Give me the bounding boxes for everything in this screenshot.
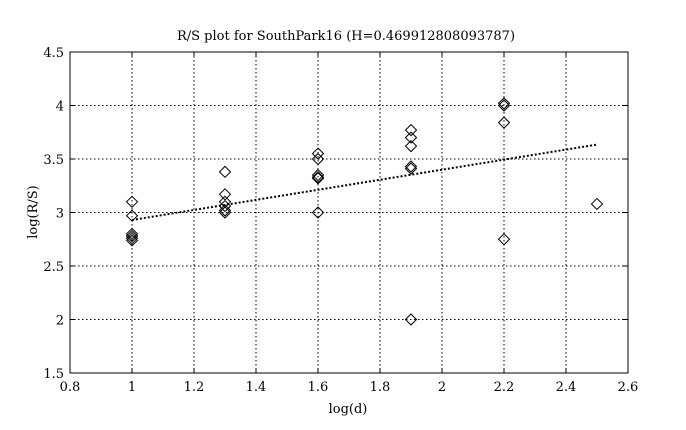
data-point-diamond (311, 172, 325, 185)
x-tick-label: 2.4 (556, 380, 577, 395)
x-axis-label: log(d) (329, 402, 368, 417)
data-point-diamond (497, 97, 511, 110)
x-tick-label: 2 (438, 380, 446, 395)
y-tick-label: 4 (56, 100, 64, 115)
regression-line (131, 143, 598, 221)
data-point-diamond (311, 170, 325, 184)
data-point-diamond (404, 313, 418, 326)
y-tick-label: 3 (56, 207, 64, 222)
data-point-diamond (125, 234, 139, 247)
data-point-diamond (218, 206, 232, 219)
y-tick-labels: 1.5 2 2.5 3 3.5 4 4.5 (43, 46, 64, 382)
data-point-diamond (218, 204, 232, 217)
data-point-diamond (218, 165, 232, 179)
data-point-diamond (497, 233, 511, 246)
data-point-diamond (125, 209, 139, 222)
y-tick-label: 2 (56, 314, 64, 329)
grid (70, 52, 628, 373)
plot-area-frame (69, 51, 629, 374)
data-points (125, 97, 604, 326)
x-tick-label: 1.2 (184, 380, 205, 395)
data-point-diamond (497, 99, 511, 112)
data-point-diamond (404, 123, 418, 137)
data-point-diamond (497, 116, 511, 129)
x-tick-label: 2.2 (494, 380, 515, 395)
data-point-diamond (218, 188, 232, 201)
data-point-diamond (218, 195, 232, 209)
data-point-diamond (311, 206, 325, 219)
data-point-diamond (311, 168, 325, 182)
x-tick-label: 0.8 (60, 380, 81, 395)
data-point-diamond (218, 199, 232, 213)
x-tick-label: 2.6 (618, 380, 639, 395)
chart-title: R/S plot for SouthPark16 (H=0.4699128080… (177, 29, 515, 44)
data-point-diamond (311, 147, 325, 160)
y-tick-label: 1.5 (43, 367, 64, 382)
x-tick-label: 1.6 (308, 380, 329, 395)
data-point-diamond (590, 197, 604, 211)
y-tick-label: 3.5 (43, 153, 64, 168)
data-point-diamond (404, 162, 418, 175)
data-point-diamond (404, 139, 418, 153)
x-tick-label: 1.8 (370, 380, 391, 395)
data-point-diamond (125, 195, 139, 209)
x-tick-label: 1 (128, 380, 136, 395)
data-point-diamond (404, 131, 418, 144)
fit-line-group (131, 143, 598, 221)
data-point-diamond (125, 229, 139, 243)
data-point-diamond (125, 231, 139, 245)
data-point-diamond (125, 227, 139, 241)
axis-ticks (69, 51, 629, 374)
data-point-diamond (404, 160, 418, 173)
y-axis-label: log(R/S) (26, 185, 41, 239)
data-point-diamond (311, 152, 325, 166)
x-tick-labels: 0.8 1 1.2 1.4 1.6 1.8 2 2.2 2.4 2.6 (60, 380, 639, 395)
y-tick-label: 4.5 (43, 46, 64, 61)
x-tick-label: 1.4 (246, 380, 267, 395)
y-tick-label: 2.5 (43, 260, 64, 275)
